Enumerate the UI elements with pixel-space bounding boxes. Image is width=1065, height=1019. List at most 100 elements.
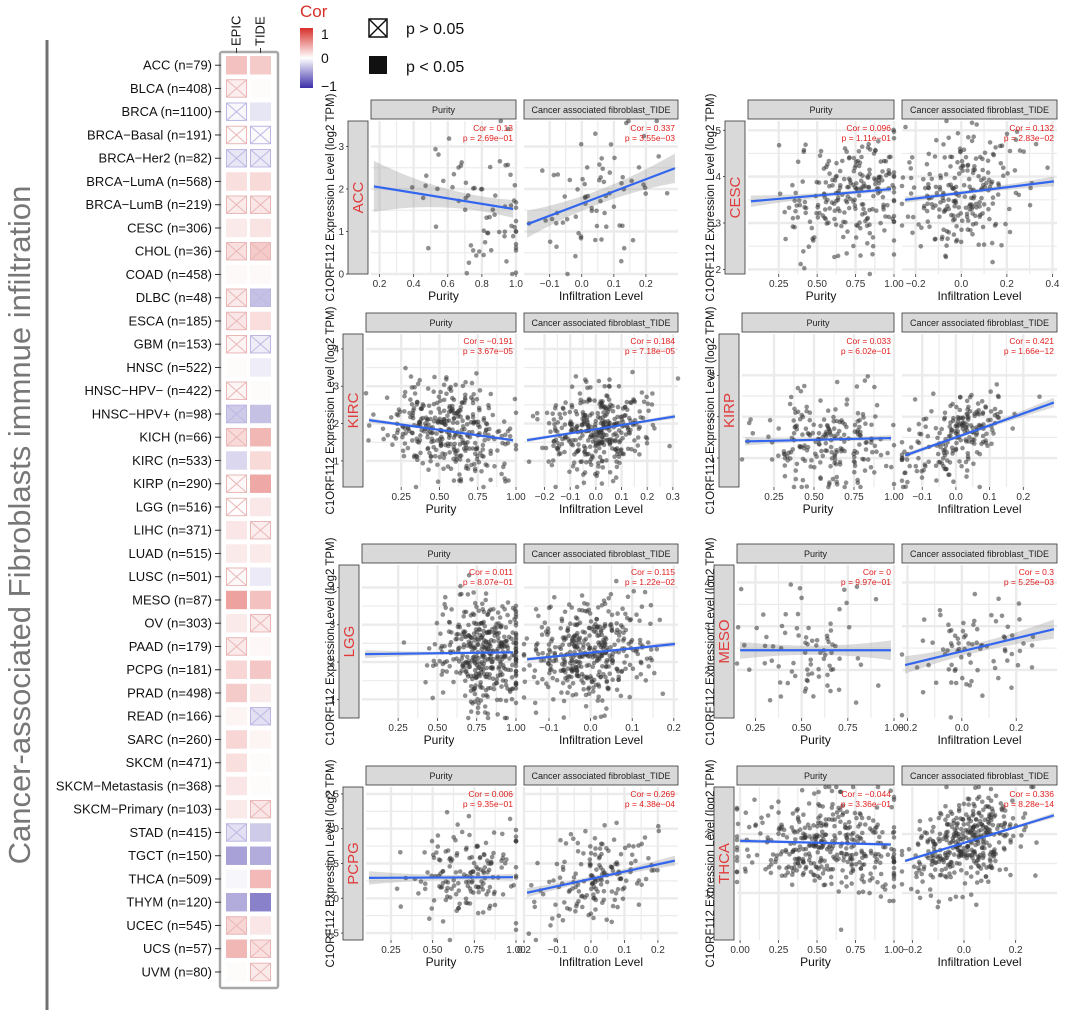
data-point: [844, 846, 849, 851]
data-point: [603, 636, 609, 642]
data-point: [587, 413, 593, 418]
data-point: [600, 465, 606, 470]
data-point: [908, 191, 914, 196]
data-point: [841, 858, 846, 863]
data-point: [734, 879, 740, 885]
data-point: [981, 807, 986, 813]
p-value-label: p = 3.36e−01: [841, 799, 891, 809]
data-point: [504, 857, 509, 862]
data-point: [782, 455, 788, 461]
data-point: [512, 396, 518, 402]
data-point: [934, 190, 940, 196]
data-point: [926, 185, 931, 191]
data-point: [594, 223, 600, 229]
data-point: [921, 176, 926, 182]
data-point: [453, 382, 459, 388]
ns-box: [250, 521, 271, 540]
data-point: [595, 657, 600, 663]
data-point: [577, 635, 583, 641]
data-point: [776, 799, 781, 804]
data-point: [965, 796, 971, 801]
data-point: [586, 686, 591, 692]
data-point: [621, 245, 627, 251]
data-point: [968, 892, 974, 897]
data-point: [965, 168, 970, 173]
data-point: [500, 892, 506, 897]
data-point: [823, 429, 829, 435]
x-axis-title: Purity: [426, 502, 457, 516]
data-point: [1005, 171, 1010, 176]
data-point: [465, 900, 470, 906]
data-point: [521, 641, 527, 647]
data-point: [987, 857, 993, 862]
data-point: [980, 410, 986, 415]
data-point: [885, 450, 890, 456]
regression-line: [365, 651, 513, 656]
data-point: [601, 672, 606, 677]
heatmap-cell: [250, 753, 271, 772]
x-tick-label: 0.0: [575, 279, 589, 290]
data-point: [509, 675, 515, 680]
data-point: [795, 815, 801, 820]
data-point: [675, 376, 681, 381]
x-tick-label: 1.00: [506, 945, 526, 956]
data-point: [832, 208, 838, 213]
data-point: [583, 704, 589, 709]
data-point: [891, 835, 897, 840]
data-point: [436, 394, 442, 400]
heatmap-cell: [250, 776, 271, 796]
data-point: [496, 664, 502, 669]
heatmap-cell: [250, 428, 271, 447]
data-point: [991, 431, 996, 436]
data-point: [948, 433, 953, 439]
data-point: [787, 401, 793, 407]
data-point: [426, 245, 431, 251]
row-label: UCEC (n=545): [126, 918, 212, 933]
data-point: [980, 433, 986, 439]
data-point: [474, 396, 480, 402]
data-point: [811, 422, 816, 428]
ns-cross: [250, 939, 271, 958]
data-point: [832, 833, 837, 838]
data-point: [963, 835, 969, 840]
data-point: [924, 161, 930, 167]
data-point: [950, 448, 956, 454]
data-point: [560, 642, 565, 648]
data-point: [584, 379, 589, 385]
data-point: [943, 833, 948, 838]
data-point: [409, 385, 415, 390]
data-point: [550, 411, 555, 417]
data-point: [579, 593, 585, 598]
data-point: [438, 645, 444, 651]
x-axis-title: Purity: [426, 955, 457, 969]
data-point: [505, 428, 511, 434]
data-point: [648, 647, 654, 652]
data-point: [796, 633, 801, 638]
data-point: [581, 642, 586, 648]
data-point: [453, 451, 458, 456]
heatmap-cell: [250, 381, 271, 400]
data-point: [891, 481, 897, 487]
p-value-label: p = 2.69e−01: [463, 133, 513, 143]
data-point: [432, 374, 437, 380]
data-point: [808, 657, 813, 663]
row-label: CHOL (n=36): [135, 244, 212, 259]
data-point: [551, 697, 556, 702]
data-point: [750, 431, 756, 436]
data-point: [820, 843, 825, 849]
data-point: [966, 652, 972, 658]
data-point: [919, 834, 925, 839]
data-point: [480, 644, 485, 649]
heatmap-cell: [226, 590, 247, 610]
data-point: [978, 212, 983, 218]
data-point: [840, 803, 845, 809]
data-point: [575, 622, 580, 627]
data-point: [971, 134, 976, 139]
data-point: [781, 449, 787, 454]
data-point: [783, 873, 788, 878]
data-point: [954, 422, 959, 427]
data-point: [581, 480, 587, 486]
data-point: [488, 477, 493, 483]
data-point: [916, 455, 921, 461]
